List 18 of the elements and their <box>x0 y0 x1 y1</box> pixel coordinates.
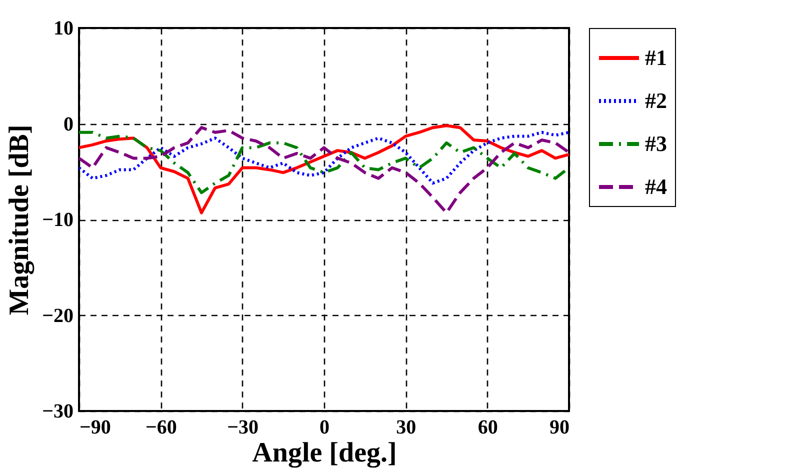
y-tick-label: −10 <box>42 209 74 231</box>
legend-label: #4 <box>645 174 667 199</box>
y-tick-label: −30 <box>42 400 74 422</box>
x-tick-label: 30 <box>396 416 416 438</box>
x-tick-label: 0 <box>320 416 330 438</box>
y-axis-title: Magnitude [dB] <box>4 124 36 316</box>
x-tick-label: −90 <box>80 416 111 438</box>
x-tick-label: −60 <box>145 416 177 438</box>
x-tick-label: −30 <box>227 416 259 438</box>
legend-label: #1 <box>645 45 667 70</box>
x-tick-label: 90 <box>550 416 570 438</box>
y-tick-label: 0 <box>64 113 74 136</box>
y-tick-label: 10 <box>54 18 74 40</box>
legend-label: #2 <box>645 88 667 113</box>
x-axis-title: Angle [deg.] <box>252 438 397 468</box>
y-tick-label: −20 <box>42 304 74 327</box>
legend-label: #3 <box>645 131 667 156</box>
x-tick-label: 60 <box>478 416 498 438</box>
